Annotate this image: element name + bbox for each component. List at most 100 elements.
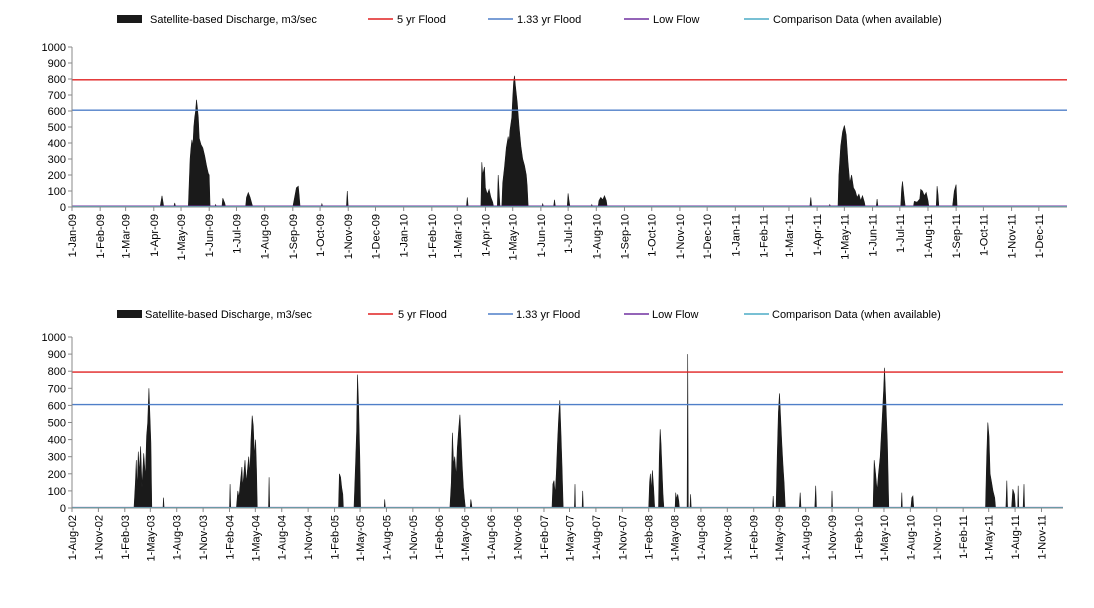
x-tick-label: 1-Jul-11 (895, 214, 907, 253)
x-tick-label: 1-May-10 (508, 214, 520, 260)
y-tick-label: 600 (48, 400, 66, 412)
x-tick-label: 1-Apr-10 (480, 214, 492, 257)
y-tick-label: 400 (48, 138, 66, 150)
x-tick-label: 1-Nov-11 (1007, 214, 1019, 258)
x-tick-label: 1-Feb-05 (330, 515, 342, 560)
x-tick-label: 1-Sep-10 (620, 214, 632, 259)
y-tick-label: 0 (60, 202, 66, 214)
legend-label: Satellite-based Discharge, m3/sec (145, 309, 312, 321)
legend-label: Comparison Data (when available) (773, 14, 942, 26)
discharge-area (72, 354, 1063, 509)
legend-swatch-discharge (117, 310, 142, 318)
x-tick-label: 1-Mar-11 (784, 214, 796, 258)
x-tick-label: 1-Feb-09 (95, 214, 107, 259)
x-tick-label: 1-May-09 (774, 515, 786, 561)
x-tick-label: 1-Aug-05 (382, 515, 394, 560)
y-tick-label: 100 (48, 186, 66, 198)
y-tick-label: 900 (48, 58, 66, 70)
legend-swatch-discharge (117, 15, 142, 23)
y-tick-label: 800 (48, 366, 66, 378)
y-tick-label: 300 (48, 154, 66, 166)
y-tick-label: 400 (48, 435, 66, 447)
legend-label: 1.33 yr Flood (517, 14, 581, 26)
x-tick-label: 1-Mar-09 (121, 214, 133, 259)
x-tick-label: 1-Feb-08 (644, 515, 656, 560)
x-tick-label: 1-Aug-10 (905, 515, 917, 560)
x-tick-label: 1-Aug-03 (172, 515, 184, 560)
x-tick-label: 1-May-09 (176, 214, 188, 260)
x-tick-label: 1-Feb-07 (539, 515, 551, 560)
x-tick-label: 1-Dec-09 (371, 214, 383, 259)
x-tick-label: 1-Jul-09 (232, 214, 244, 254)
x-tick-label: 1-Sep-11 (951, 214, 963, 258)
y-tick-label: 600 (48, 106, 66, 118)
x-tick-label: 1-May-11 (839, 214, 851, 260)
chart-2: Satellite-based Discharge, m3/sec 5 yr Fl… (42, 309, 1063, 562)
x-tick-label: 1-May-05 (355, 515, 367, 561)
x-tick-label: 1-Feb-06 (434, 515, 446, 560)
x-tick-label: 1-Nov-03 (198, 515, 210, 560)
x-tick-label: 1-Feb-10 (853, 515, 865, 560)
x-tick-label: 1-May-04 (250, 515, 262, 561)
x-tick-label: 1-Dec-11 (1034, 214, 1046, 258)
x-tick-label: 1-Jun-10 (536, 214, 548, 257)
x-tick-label: 1-Feb-11 (958, 515, 970, 559)
x-tick-label: 1-Feb-10 (427, 214, 439, 259)
y-tick-label: 1000 (42, 332, 66, 344)
x-tick-label: 1-Oct-10 (647, 214, 659, 257)
x-tick-label: 1-May-08 (670, 515, 682, 561)
x-tick-label: 1-Mar-10 (452, 214, 464, 259)
x-tick-label: 1-Oct-11 (978, 214, 990, 256)
x-tick-label: 1-Nov-07 (617, 515, 629, 560)
x-tick-label: 1-Aug-07 (591, 515, 603, 560)
x-tick-label: 1-Jul-10 (563, 214, 575, 254)
x-tick-label: 1-Aug-02 (67, 515, 79, 560)
x-tick-label: 1-Nov-10 (675, 214, 687, 259)
legend-label: 5 yr Flood (397, 14, 446, 26)
y-tick-label: 200 (48, 469, 66, 481)
x-tick-label: 1-May-07 (565, 515, 577, 561)
x-tick-label: 1-Apr-09 (149, 214, 161, 257)
y-tick-label: 900 (48, 349, 66, 361)
legend-label: 1.33 yr Flood (516, 309, 580, 321)
x-tick-label: 1-May-11 (984, 515, 996, 561)
x-tick-label: 1-Aug-04 (277, 515, 289, 560)
y-tick-label: 0 (60, 503, 66, 515)
x-tick-label: 1-Nov-02 (93, 515, 105, 560)
x-tick-label: 1-Jun-09 (204, 214, 216, 257)
x-tick-label: 1-Feb-04 (225, 515, 237, 560)
x-tick-label: 1-Aug-11 (1010, 515, 1022, 559)
x-tick-label: 1-Jun-11 (868, 214, 880, 257)
x-tick-label: 1-Aug-10 (591, 214, 603, 259)
y-tick-label: 200 (48, 170, 66, 182)
x-tick-label: 1-May-06 (460, 515, 472, 561)
x-tick-label: 1-Aug-06 (486, 515, 498, 560)
x-tick-label: 1-Oct-09 (315, 214, 327, 257)
x-tick-label: 1-Nov-04 (303, 515, 315, 560)
x-tick-label: 1-Feb-09 (749, 515, 761, 560)
x-tick-label: 1-Nov-09 (343, 214, 355, 259)
discharge-area (72, 75, 1067, 208)
x-tick-label: 1-Feb-11 (759, 214, 771, 258)
legend-label: Low Flow (653, 14, 700, 26)
legend-label: Low Flow (652, 309, 699, 321)
x-tick-label: 1-Aug-08 (696, 515, 708, 560)
x-tick-label: 1-Nov-11 (1037, 515, 1049, 559)
x-tick-label: 1-Nov-08 (722, 515, 734, 560)
x-tick-label: 1-Sep-09 (288, 214, 300, 259)
x-tick-label: 1-Jan-11 (730, 214, 742, 257)
y-tick-label: 300 (48, 452, 66, 464)
x-tick-label: 1-Nov-05 (408, 515, 420, 560)
chart-legend: Satellite-based Discharge, m3/sec 5 yr Fl… (117, 309, 941, 321)
x-tick-label: 1-Aug-09 (801, 515, 813, 560)
x-tick-label: 1-Feb-03 (120, 515, 132, 560)
x-tick-label: 1-Dec-10 (702, 214, 714, 259)
x-tick-label: 1-Nov-09 (827, 515, 839, 560)
x-tick-label: 1-Nov-10 (932, 515, 944, 560)
x-tick-label: 1-Aug-11 (923, 214, 935, 258)
y-tick-label: 700 (48, 90, 66, 102)
x-tick-label: 1-Jan-10 (399, 214, 411, 257)
y-tick-label: 500 (48, 122, 66, 134)
legend-label: 5 yr Flood (398, 309, 447, 321)
